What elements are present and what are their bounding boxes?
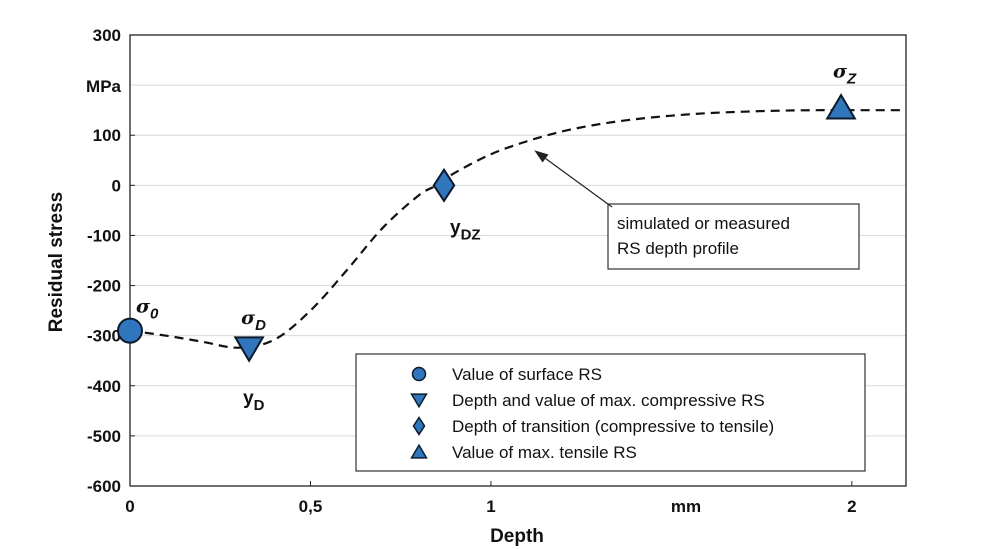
marker-label: yDZ: [450, 217, 481, 243]
marker-circle: [117, 317, 143, 344]
marker-label: σ0: [136, 296, 159, 323]
annotation: simulated or measured RS depth profile: [534, 150, 860, 270]
annotation-line-2: RS depth profile: [617, 239, 739, 258]
legend-label: Value of surface RS: [452, 365, 602, 384]
curve-layer: [129, 109, 906, 349]
y-tick-label: -500: [87, 427, 121, 446]
legend-marker-triangle-up: [410, 443, 428, 459]
annotation-box: [607, 203, 860, 270]
legend-marker-circle: [411, 366, 427, 382]
marker-triangle-up: [825, 93, 857, 120]
rs-depth-profile-curve: [129, 109, 906, 349]
x-tick-label: 1: [486, 497, 495, 516]
legend-label: Value of max. tensile RS: [452, 443, 637, 462]
y-tick-label: -100: [87, 226, 121, 245]
legend-box: [355, 353, 866, 472]
marker-triangle-down: [233, 336, 265, 363]
marker-label-2: yD: [243, 388, 265, 414]
y-tick-label: 0: [112, 176, 121, 195]
legend-label: Depth of transition (compressive to tens…: [452, 417, 774, 436]
y-tick-label: -300: [87, 327, 121, 346]
y-tick-label: 100: [93, 126, 121, 145]
legend-entries: Value of surface RS Depth and value of ma…: [410, 365, 774, 462]
y-tick-label: -600: [87, 477, 121, 496]
plot-frame: [129, 34, 907, 487]
x-axis-label: Depth: [490, 526, 544, 547]
y-tick-label: 300: [93, 26, 121, 45]
x-tick-label: 0,5: [299, 497, 323, 516]
marker-labels: σ0 σD yD yDZ σZ: [136, 61, 857, 415]
annotation-arrowhead: [534, 150, 549, 163]
y-tick-label: -200: [87, 277, 121, 296]
y-axis-label: Residual stress: [46, 192, 67, 332]
y-unit-label: MPa: [86, 77, 122, 96]
marker-label: σD: [241, 307, 266, 334]
x-tick-label: 0: [125, 497, 134, 516]
x-unit-label: mm: [671, 497, 701, 516]
annotation-arrow: [545, 158, 613, 208]
x-tick-label: 2: [847, 497, 856, 516]
y-tick-label: -400: [87, 377, 121, 396]
legend-marker-triangle-down: [410, 393, 428, 409]
legend: Value of surface RS Depth and value of ma…: [355, 353, 866, 472]
data-markers: [117, 93, 857, 363]
legend-marker-diamond: [412, 416, 426, 436]
legend-label: Depth and value of max. compressive RS: [452, 391, 765, 410]
marker-label: σZ: [833, 61, 857, 88]
marker-diamond: [432, 167, 456, 203]
annotation-line-1: simulated or measured: [617, 214, 790, 233]
